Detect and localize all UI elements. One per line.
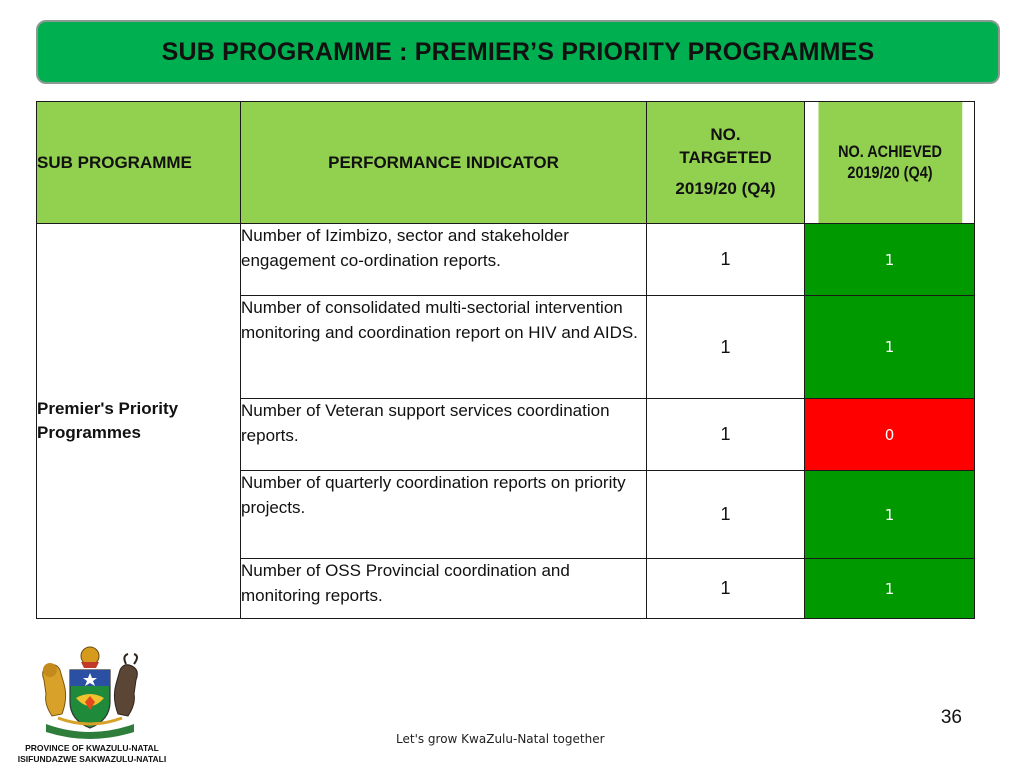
achieved-cell: 1 [804,223,975,296]
achieved-cell: 0 [804,398,975,471]
targeted-cell: 1 [646,398,805,471]
logo-caption: PROVINCE OF KWAZULU-NATAL ISIFUNDAZWE SA… [8,743,176,765]
header-performance-indicator: PERFORMANCE INDICATOR [240,101,647,224]
table-row: Number of Veteran support services coord… [37,398,975,471]
performance-table: SUB PROGRAMME PERFORMANCE INDICATOR NO. … [36,101,975,619]
header-targeted-line1: NO. [710,125,741,145]
indicator-cell: Number of quarterly coordination reports… [240,470,647,559]
header-targeted-line3: 2019/20 (Q4) [675,178,776,198]
header-targeted-line2: TARGETED [679,148,772,168]
indicator-cell: Number of OSS Provincial coordination an… [240,558,647,619]
logo-caption-line2: ISIFUNDAZWE SAKWAZULU-NATALI [17,754,167,764]
achieved-cell: 1 [804,295,975,399]
table-row: Premier's Priority Programmes Number of … [36,223,975,619]
header-no-achieved: NO. ACHIEVED 2019/20 (Q4) [816,101,963,224]
targeted-cell: 1 [646,558,805,619]
table-row: Number of consolidated multi-sectorial i… [37,295,975,399]
indicator-cell: Number of Veteran support services coord… [240,398,647,471]
table-header-row: SUB PROGRAMME PERFORMANCE INDICATOR NO. … [36,101,975,224]
title-banner: SUB PROGRAMME : PREMIER’S PRIORITY PROGR… [36,20,1000,84]
sub-programme-cell: Premier's Priority Programmes [36,223,241,619]
header-achieved-line1: NO. ACHIEVED [837,142,942,162]
header-no-targeted: NO. TARGETED 2019/20 (Q4) [646,101,805,224]
table-row: Number of OSS Provincial coordination an… [37,558,975,619]
targeted-cell: 1 [646,470,805,559]
targeted-cell: 1 [646,223,805,296]
page-number: 36 [940,707,962,728]
achieved-cell: 1 [804,558,975,619]
header-achieved-line2: 2019/20 (Q4) [846,162,933,182]
indicator-cell: Number of consolidated multi-sectorial i… [240,295,647,399]
achieved-cell: 1 [804,470,975,559]
slide-title: SUB PROGRAMME : PREMIER’S PRIORITY PROGR… [161,37,875,66]
header-sub-programme: SUB PROGRAMME [36,101,241,224]
indicator-cell: Number of Izimbizo, sector and stakehold… [240,223,647,296]
logo-caption-line1: PROVINCE OF KWAZULU-NATAL [25,743,159,753]
kwazulu-natal-coat-of-arms-icon [42,646,138,739]
footer-slogan: Let's grow KwaZulu-Natal together [396,732,605,746]
targeted-cell: 1 [646,295,805,399]
